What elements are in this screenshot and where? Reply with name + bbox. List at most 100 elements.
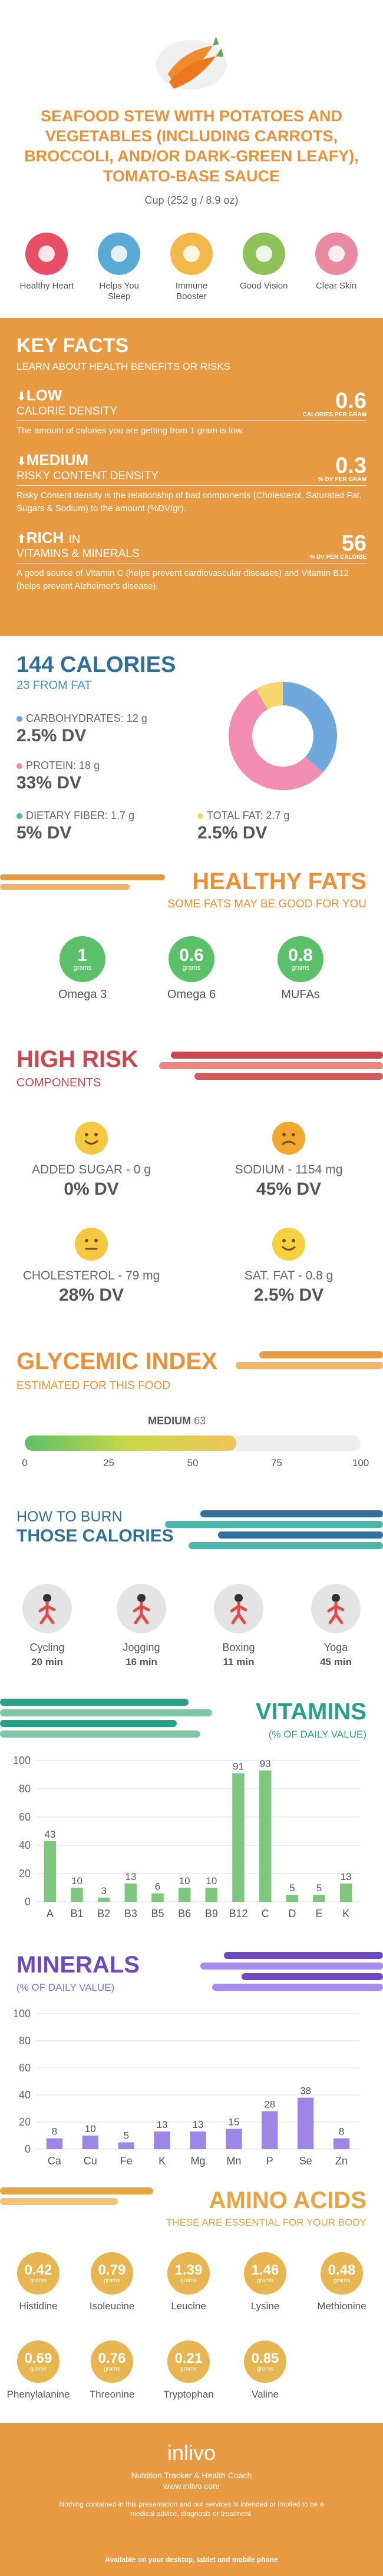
key-fact-name: RISKY CONTENT DENSITY [16, 470, 159, 482]
x-tick-label: K [159, 2155, 166, 2167]
x-tick-label: A [47, 1908, 54, 1919]
key-fact-value: 0.3 [335, 453, 367, 478]
x-tick-label: Mn [226, 2155, 241, 2167]
bar-value-label: 5 [316, 1882, 322, 1894]
key-fact-2: ⬆RICH IN VITAMINS & MINERALS 56% DV PER CAL… [16, 529, 367, 593]
amino-valine: 0.85 grams Valine [230, 2340, 301, 2401]
protein-label: PROTEIN: 18 g [26, 760, 100, 771]
amino-value: 0.69 [24, 2350, 52, 2366]
key-fact-value: 56 [341, 531, 367, 556]
amino-label: Isoleucine [89, 2300, 135, 2312]
x-tick-label: K [342, 1908, 349, 1919]
x-tick-label: B9 [205, 1908, 218, 1919]
face-neutral-icon [75, 1228, 108, 1261]
glycemic-bar-fill [25, 1435, 237, 1451]
glycemic-level-label: MEDIUM 63 [148, 1415, 206, 1427]
x-tick-label: E [315, 1908, 322, 1919]
risk-label: SODIUM - 1154 mg [235, 1163, 343, 1176]
amino-badge: 1.46 grams [244, 2252, 286, 2295]
risk-item-0: ADDED SUGAR - 0 g 0% DV [12, 1122, 171, 1199]
bar-value-label: 15 [228, 2117, 239, 2128]
amino-label: Lysine [250, 2300, 280, 2312]
bar-Cu [82, 2136, 99, 2149]
decor-stripes-purple [200, 1952, 383, 1991]
bar-B12 [232, 1773, 245, 1902]
donut-slice-fat [256, 682, 283, 710]
key-fact-level: ⬆RICH IN [16, 529, 140, 548]
decor-stripes-gold [0, 2187, 153, 2205]
glycemic-tick: 100 [352, 1457, 369, 1468]
bar-value-label: 28 [264, 2099, 275, 2110]
amino-value: 1.39 [174, 2262, 203, 2278]
amino-label: Tryptophan [163, 2389, 214, 2400]
bar-value-label: 91 [233, 1761, 244, 1772]
yoga-icon [311, 1584, 361, 1633]
y-tick-label: 0 [25, 2143, 31, 2155]
x-tick-label: B2 [97, 1908, 110, 1919]
arrow-down-icon: ⬇ [16, 390, 27, 403]
x-tick-label: B5 [151, 1908, 164, 1919]
glycemic-section: GLYCEMIC INDEX ESTIMATED FOR THIS FOOD M… [0, 1345, 383, 1496]
food-title: SEAFOOD STEW WITH POTATOES AND VEGETABLE… [24, 107, 359, 185]
amino-value: 0.79 [98, 2262, 126, 2278]
face-icon [315, 233, 358, 275]
amino-unit: grams [30, 2365, 47, 2372]
benefit-3: Good Vision [232, 233, 296, 318]
key-fact-right: 0.6 CALORIES PER GRAM [303, 390, 367, 418]
level-text: RICH [26, 529, 64, 546]
cycling-icon [22, 1584, 72, 1633]
decor-stripes-teal [165, 1510, 383, 1549]
amino-unit: grams [257, 2365, 273, 2372]
fat-unit: grams [73, 964, 92, 972]
bar-value-label: 13 [125, 1871, 136, 1882]
disclaimer: Nothing contained in this presentation a… [59, 2500, 324, 2518]
vitamins-section: VITAMINS (% OF DAILY VALUE) 0 20 40 60 80 100… [0, 1699, 383, 2005]
fat-dot [197, 813, 203, 819]
arrow-down-icon: ⬇ [16, 455, 27, 468]
amino-value: 1.46 [251, 2262, 279, 2278]
level-suffix: IN [68, 533, 81, 546]
vitamins-bar-chart: 0 20 40 60 80 100 43 A 10 B1 3 B2 13 B3 6 B5 10 B6 10 B9 91 B… [13, 1755, 359, 1919]
amino-histidine: 0.42 grams Histidine [3, 2252, 74, 2312]
sleep-icon [98, 233, 141, 275]
x-tick-label: D [288, 1908, 296, 1919]
y-tick-label: 80 [19, 2035, 31, 2047]
healthy-fats-title: HEALTHY FATS [192, 868, 367, 894]
amino-badge: 0.69 grams [17, 2340, 60, 2383]
fat-badge: 0.8 grams [278, 936, 323, 982]
key-fact-0: ⬇LOW CALORIE DENSITY 0.6 CALORIES PER GRAM T… [16, 387, 367, 437]
y-tick-label: 0 [25, 1896, 31, 1908]
bar-Ca [46, 2138, 63, 2149]
glycemic-title: GLYCEMIC INDEX [16, 1348, 217, 1374]
amino-badge: 0.79 grams [91, 2252, 133, 2295]
fat-unit: grams [182, 964, 201, 972]
key-fact-left: ⬇LOW CALORIE DENSITY [16, 387, 117, 418]
bar-value-label: 93 [260, 1758, 271, 1769]
carbs-macro: CARBOHYDRATES: 12 g 2.5% DV [16, 712, 147, 746]
decor-stripes-red [159, 1052, 383, 1080]
activity-name: Yoga [323, 1642, 348, 1653]
website-link[interactable]: www.inlivo.com [163, 2481, 220, 2491]
bar-K [154, 2131, 170, 2149]
bar-value-label: 38 [300, 2086, 311, 2097]
glycemic-value: 63 [194, 1415, 206, 1427]
bar-value-label: 5 [123, 2130, 128, 2141]
activity-time: 11 min [223, 1656, 255, 1667]
y-tick-label: 40 [19, 2089, 31, 2101]
x-tick-label: Fe [120, 2155, 133, 2167]
key-facts-title: KEY FACTS [16, 334, 129, 357]
amino-methionine: 0.48 grams Methionine [306, 2252, 377, 2312]
amino-label: Threonine [89, 2389, 135, 2400]
benefits-row: Healthy Heart Helps You Sleep Immune Boost… [0, 233, 383, 318]
key-fact-value: 0.6 [335, 389, 367, 413]
bar-value-label: 8 [52, 2126, 57, 2137]
risk-item-1: SODIUM - 1154 mg 45% DV [209, 1122, 368, 1199]
fiber-dot [16, 813, 22, 819]
key-fact-name: VITAMINS & MINERALS [16, 548, 140, 560]
bar-Zn [333, 2138, 350, 2149]
benefit-label: Immune Booster [175, 281, 208, 301]
amino-phenylalanine: 0.69 grams Phenylalanine [3, 2340, 74, 2401]
healthy-fat-2: 0.8 grams MUFAs [265, 936, 336, 1002]
key-fact-right: 56% DV PER CALORIE [309, 531, 367, 561]
